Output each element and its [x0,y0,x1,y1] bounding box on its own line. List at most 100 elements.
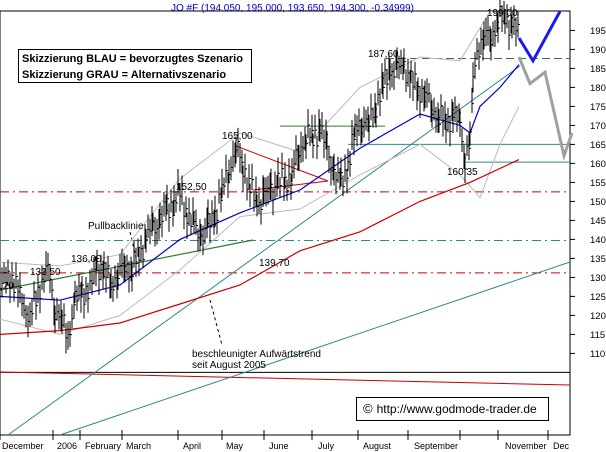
copyright-icon: © [363,401,373,416]
price-bar [342,175,345,197]
price-bar [11,262,14,289]
price-bar [474,52,477,80]
price-bar [195,209,198,235]
price-bar [51,280,54,300]
price-bar [181,175,184,205]
price-bar [172,200,175,227]
price-bar [244,153,247,184]
price-bar [449,115,452,147]
price-bar [237,127,240,158]
annotation-label: 187,60 [368,49,399,60]
annotation-label: Pullbacklinie [88,221,144,232]
x-axis: December 2006 February March April May June Jul… [0,430,570,451]
price-bar [305,134,308,160]
x-tick-label: March [126,441,151,451]
y-tick-label: 130 [590,273,606,284]
preferred-scenario-arrow [517,10,562,64]
price-bar [71,304,74,329]
trend-lines [0,65,571,436]
y-tick-label: 160 [590,159,606,170]
price-bar [249,183,252,208]
legend-line-blue: Skizzierung BLAU = bevorzugtes Szenario [22,53,243,65]
price-bar [316,135,319,160]
moving-averages [0,64,520,335]
price-bar [19,272,22,304]
price-bar [223,177,226,196]
x-tick-label: August [363,441,392,451]
price-bar [478,42,481,70]
price-bar [81,275,84,296]
price-bar [69,321,72,347]
price-bar [321,111,324,140]
price-bar [260,199,263,225]
price-bar [185,196,188,218]
y-tick-label: 140 [590,235,606,246]
y-tick-label: 195 [590,26,606,37]
price-bar [76,285,79,311]
price-bar [393,61,396,91]
long-teal-trendline [59,261,571,436]
price-bar [409,70,412,99]
price-bar [31,297,34,326]
series-line-0 [0,64,520,301]
price-bar [39,284,42,314]
y-tick-label: 180 [590,83,606,94]
annotation-label: ,20 [0,281,14,292]
price-bar [368,114,371,142]
annotation-label: 152,50 [176,182,207,193]
x-tick-label: September [414,441,458,451]
price-bar [494,20,497,47]
price-bar [145,228,148,253]
series-line-2 [0,10,520,267]
price-bar [135,247,138,278]
price-bar [13,278,16,302]
x-tick-label: June [269,441,289,451]
price-bar [241,150,244,174]
source-url[interactable]: http://www.godmode-trader.de [376,402,537,416]
legend-line-gray: Skizzierung GRAU = Alternativszenario [22,69,227,81]
series-line-1 [0,159,520,335]
y-axis: 110 115 120 125 130 135 140 145 150 155 160 165 170 1… [570,26,606,360]
price-bar [279,177,282,198]
price-bar [175,191,178,213]
annotation-label: 139,70 [259,258,290,269]
price-bar [428,83,431,103]
price-bar [43,268,46,293]
plot-frame [0,10,571,436]
price-bar [517,10,520,38]
x-tick-label: April [183,441,201,451]
price-bar [340,157,343,187]
price-bar [216,208,219,235]
price-bar [192,197,195,226]
price-bar [168,203,171,232]
price-bar [284,162,287,189]
price-bar [312,133,315,159]
x-tick-label: February [85,441,122,451]
price-bar [382,71,385,99]
y-tick-label: 175 [590,102,606,113]
price-bar [142,245,145,269]
y-tick-label: 155 [590,178,606,189]
price-bar [290,174,293,200]
price-bar [107,255,110,279]
price-bar [403,48,406,74]
y-tick-label: 110 [590,349,605,360]
chart-title: JO #F (194.050, 195.000, 193.650, 194.30… [171,3,414,14]
price-bar [96,249,99,271]
y-tick-label: 150 [590,197,606,208]
price-bar [333,153,336,186]
uptrend-pointer [209,299,223,346]
price-bar [314,114,317,139]
price-bar [286,179,289,201]
annotation-label: 136,00 [71,254,102,265]
price-bar [506,4,509,29]
price-bar [440,94,443,119]
y-tick-label: 120 [590,311,606,322]
price-bar [73,292,76,319]
price-bar [461,128,464,153]
price-bar [83,288,86,319]
price-bar [508,19,511,51]
price-bar [349,150,352,177]
y-tick-label: 185 [590,64,606,75]
